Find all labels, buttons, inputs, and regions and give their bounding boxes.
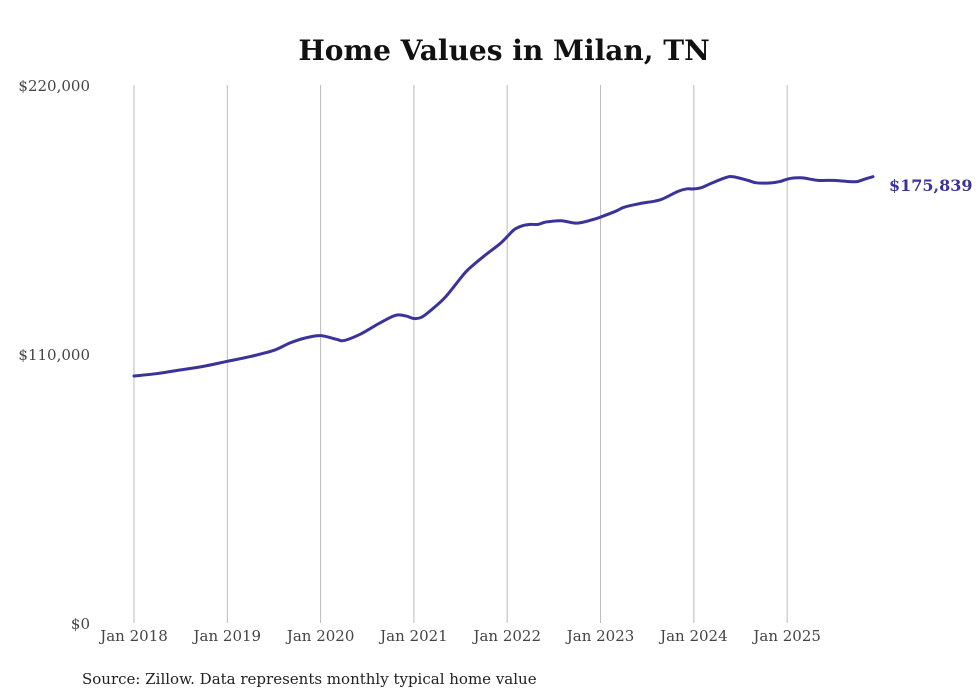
- x-axis-ticks: Jan 2018 Jan 2019 Jan 2020 Jan 2021 Jan 2022…: [98, 627, 821, 645]
- series-line-0: [132, 175, 875, 378]
- source-note: Source: Zillow. Data represents monthly …: [82, 670, 537, 688]
- x-tick-label: Jan 2025: [751, 627, 821, 645]
- y-tick-label: $0: [71, 615, 90, 633]
- x-tick-label: Jan 2019: [192, 627, 262, 645]
- x-tick-label: Jan 2024: [658, 627, 728, 645]
- x-tick-label: Jan 2020: [285, 627, 355, 645]
- series-lines: [132, 175, 875, 378]
- chart-title: Home Values in Milan, TN: [298, 34, 709, 67]
- grid-lines: [133, 85, 788, 623]
- x-tick-label: Jan 2022: [471, 627, 541, 645]
- y-axis-ticks: $0 $110,000 $220,000: [18, 77, 90, 633]
- y-tick-label: $110,000: [18, 346, 90, 364]
- y-tick-label: $220,000: [18, 77, 90, 95]
- x-tick-label: Jan 2023: [565, 627, 635, 645]
- x-tick-label: Jan 2018: [98, 627, 168, 645]
- end-value-label: $175,839: [889, 176, 973, 195]
- x-tick-label: Jan 2021: [378, 627, 448, 645]
